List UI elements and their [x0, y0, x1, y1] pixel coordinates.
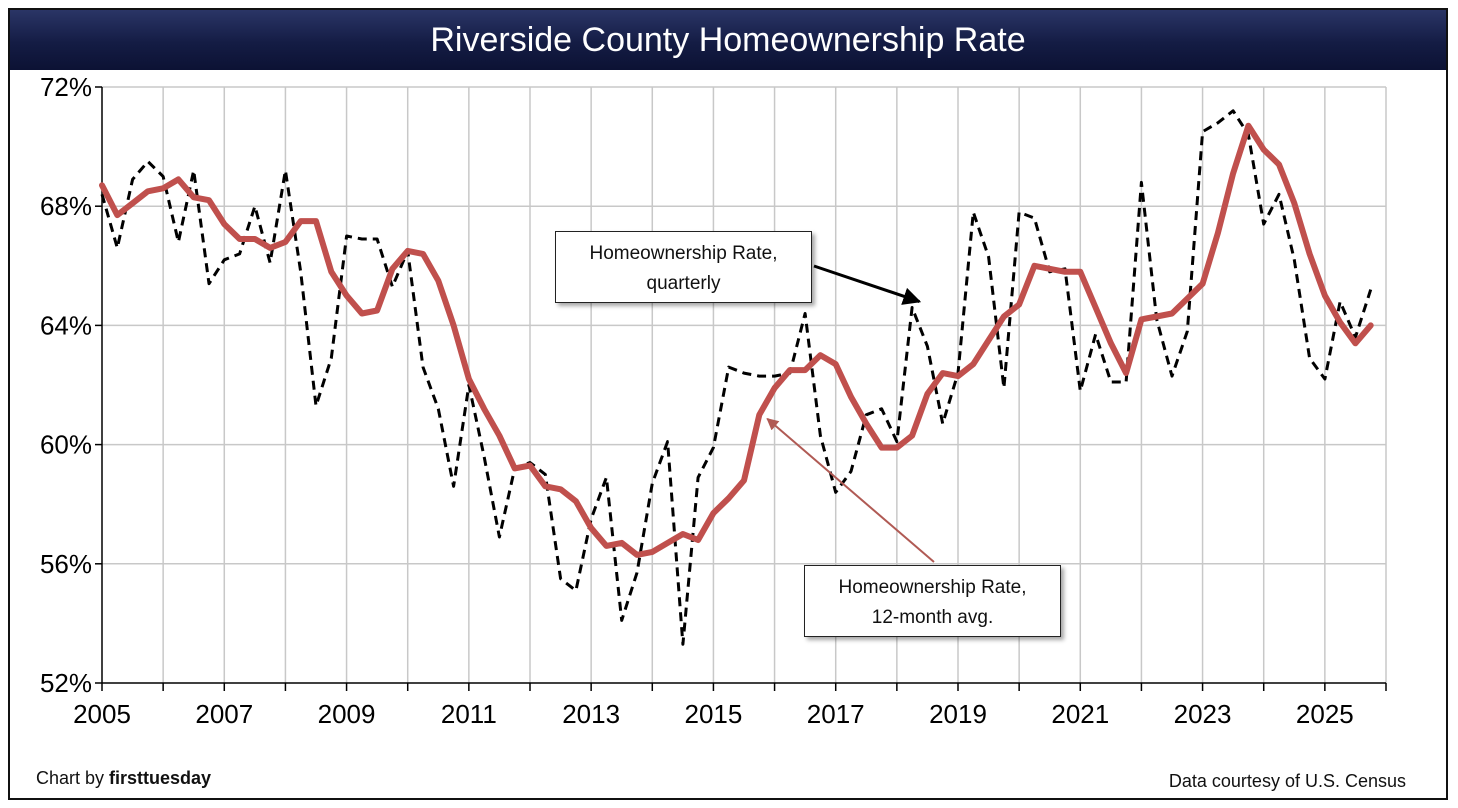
x-tick-label: 2021: [1051, 699, 1109, 729]
y-tick-label: 56%: [40, 549, 92, 579]
x-tick-label: 2011: [441, 699, 497, 729]
annotation-12-month-avg: Homeownership Rate, 12-month avg.: [804, 565, 1061, 637]
chart-title: Riverside County Homeownership Rate: [10, 10, 1446, 70]
annotation-avg-line2: 12-month avg.: [871, 607, 994, 628]
y-tick-label: 52%: [40, 668, 92, 698]
series-line-quarterly: [100, 109, 1373, 646]
y-tick-label: 72%: [40, 72, 92, 102]
series-line-12-month-avg: [99, 122, 1374, 558]
y-tick-label: 64%: [40, 310, 92, 340]
chart-frame: Riverside County Homeownership Rate: [8, 8, 1448, 800]
axes: 52% 56% 60% 64% 68% 72% 2005 2007 2009 2011 2013 20…: [40, 72, 1387, 729]
x-tick-label: 2017: [807, 699, 865, 729]
annotation-avg-line1: Homeownership Rate,: [838, 577, 1027, 598]
x-tick-label: 2025: [1296, 699, 1354, 729]
x-tick-label: 2007: [195, 699, 253, 729]
x-tick-label: 2015: [685, 699, 743, 729]
credit-brand: firsttuesday: [109, 768, 212, 788]
annotation-arrows: [766, 264, 935, 563]
annotation-quarterly-line2: quarterly: [646, 273, 721, 294]
y-tick-label: 68%: [40, 191, 92, 221]
arrow-quarterly: [813, 264, 922, 305]
arrow-12-month-avg: [766, 418, 935, 563]
gridlines: [102, 86, 1387, 683]
chart-credit: Chart by firsttuesday: [36, 768, 211, 789]
x-tick-label: 2009: [318, 699, 376, 729]
data-source: Data courtesy of U.S. Census: [1168, 771, 1406, 791]
credit-prefix: Chart by: [36, 768, 110, 788]
annotation-quarterly-line1: Homeownership Rate,: [589, 243, 778, 264]
annotation-quarterly: Homeownership Rate, quarterly: [555, 231, 812, 303]
x-tick-label: 2005: [73, 699, 131, 729]
y-tick-label: 60%: [40, 430, 92, 460]
x-tick-label: 2013: [562, 699, 620, 729]
x-tick-label: 2023: [1174, 699, 1232, 729]
series: [99, 109, 1374, 646]
x-tick-label: 2019: [929, 699, 987, 729]
